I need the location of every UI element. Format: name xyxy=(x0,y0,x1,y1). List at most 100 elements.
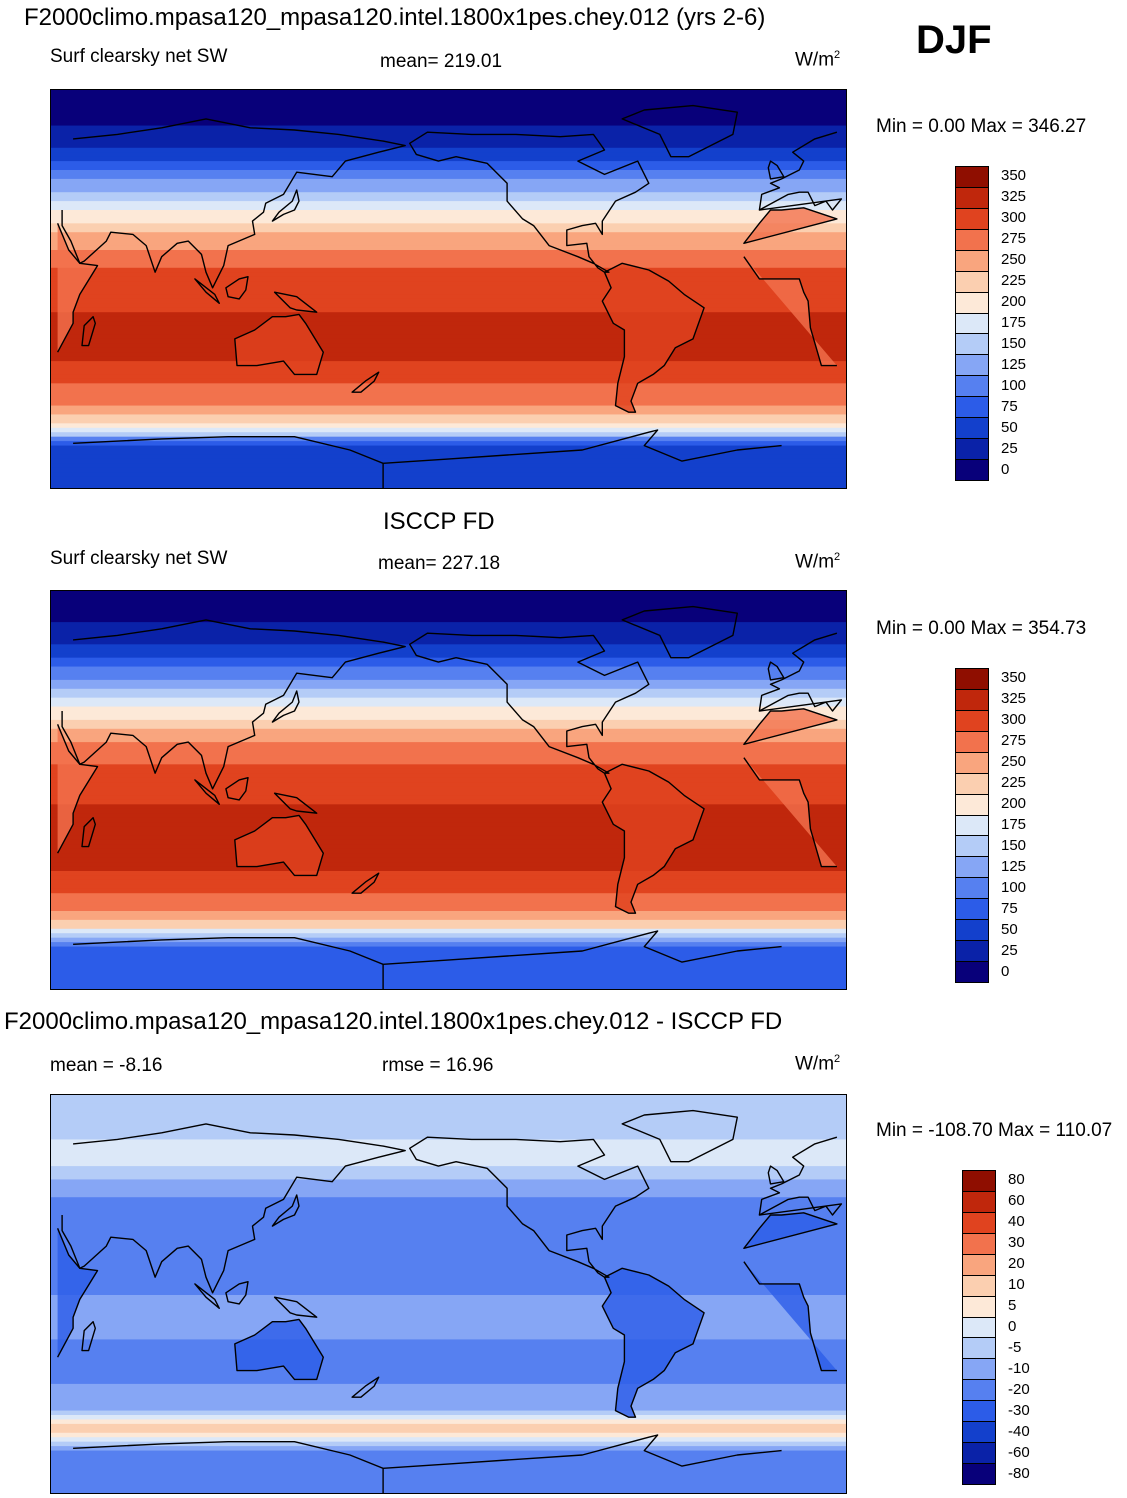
japan-coastline xyxy=(271,690,300,723)
field-band xyxy=(51,684,846,690)
samerica-coastline xyxy=(601,763,705,914)
field-band xyxy=(51,1419,846,1425)
field-band xyxy=(51,591,846,597)
colorbar-tick-label: 75 xyxy=(1001,397,1018,415)
field-band xyxy=(51,436,846,442)
colorbar-swatch xyxy=(955,898,989,921)
field-band xyxy=(51,1370,846,1376)
field-band xyxy=(51,1210,846,1216)
field-band xyxy=(51,165,846,171)
field-band xyxy=(51,1215,846,1221)
field-band xyxy=(51,1410,846,1416)
field-band xyxy=(51,968,846,974)
greenland-coastline xyxy=(621,1109,738,1163)
field-band xyxy=(51,121,846,127)
field-band xyxy=(51,875,846,881)
field-band xyxy=(51,1477,846,1483)
colorbar-tick-label: 225 xyxy=(1001,774,1027,792)
field-band xyxy=(51,768,846,774)
field-band xyxy=(51,174,846,180)
field-band xyxy=(51,928,846,934)
field-band xyxy=(51,94,846,100)
colorbar-swatch xyxy=(955,438,989,461)
japan-coastline xyxy=(271,1194,300,1227)
season-label: DJF xyxy=(916,18,992,62)
field-band xyxy=(51,1406,846,1412)
field-band xyxy=(51,1108,846,1114)
field-band xyxy=(51,1143,846,1149)
field-band xyxy=(51,143,846,149)
field-band xyxy=(51,1326,846,1332)
newguinea-coastline xyxy=(273,1296,318,1318)
field-band xyxy=(51,919,846,925)
field-band xyxy=(51,450,846,456)
field-band xyxy=(51,879,846,885)
field-band xyxy=(51,808,846,814)
field-band xyxy=(51,392,846,398)
samerica-land-fill xyxy=(602,263,705,413)
field-band xyxy=(51,804,846,810)
field-band xyxy=(51,272,846,278)
field-band xyxy=(51,250,846,256)
field-band xyxy=(51,791,846,797)
field-band xyxy=(51,973,846,979)
madagascar-coastline xyxy=(81,1321,96,1352)
borneo-coastline xyxy=(225,777,249,801)
field-band xyxy=(51,463,846,469)
field-band xyxy=(51,702,846,708)
panel2-mean: mean= 227.18 xyxy=(378,553,501,574)
sumatra-coastline xyxy=(194,278,220,304)
field-band xyxy=(51,897,846,903)
field-band xyxy=(51,1228,846,1234)
eurasia-coastline xyxy=(61,619,843,790)
field-band xyxy=(51,599,846,605)
field-band xyxy=(51,1263,846,1269)
africa-coastline xyxy=(56,708,838,868)
colorbar-tick-label: 300 xyxy=(1001,711,1027,729)
colorbar-tick-label: -40 xyxy=(1008,1422,1030,1440)
field-band xyxy=(51,1112,846,1118)
field-band xyxy=(51,1339,846,1345)
field-band xyxy=(51,1375,846,1381)
field-band xyxy=(51,374,846,380)
field-band xyxy=(51,170,846,176)
field-band xyxy=(51,423,846,429)
field-band xyxy=(51,1161,846,1167)
field-band xyxy=(51,1183,846,1189)
field-band xyxy=(51,485,846,488)
colorbar-swatch xyxy=(962,1170,996,1192)
field-band xyxy=(51,1277,846,1283)
japan-coastline xyxy=(271,189,300,222)
antarctica-coastline xyxy=(73,930,782,989)
uk-coastline xyxy=(767,1165,785,1185)
samerica-land-fill xyxy=(602,764,705,914)
field-band xyxy=(51,338,846,344)
field-band xyxy=(51,893,846,899)
borneo-coastline xyxy=(225,276,249,300)
field-band xyxy=(51,1437,846,1443)
panel1-map-svg xyxy=(51,90,846,488)
field-band xyxy=(51,378,846,384)
field-band xyxy=(51,608,846,614)
africa-coastline xyxy=(56,1212,838,1372)
field-band xyxy=(51,347,846,353)
colorbar-tick-label: 60 xyxy=(1008,1192,1025,1210)
field-band xyxy=(51,635,846,641)
field-band xyxy=(51,857,846,863)
field-band xyxy=(51,116,846,122)
field-band xyxy=(51,1272,846,1278)
colorbar-tick-label: 175 xyxy=(1001,314,1027,331)
field-band xyxy=(51,728,846,734)
field-band xyxy=(51,933,846,939)
field-band xyxy=(51,107,846,113)
field-band xyxy=(51,1259,846,1265)
field-band xyxy=(51,1179,846,1185)
nz-coastline xyxy=(351,872,380,894)
field-band xyxy=(51,924,846,930)
field-band xyxy=(51,639,846,645)
namerica-coastline xyxy=(409,1136,650,1278)
samerica-land-fill xyxy=(602,1268,705,1418)
panel3-colorbar: -80 -60 -40 -30 -20 -10 -5 0 5 10 20 30 40 60 80 xyxy=(962,1170,1052,1485)
colorbar-tick-label: -10 xyxy=(1008,1359,1030,1377)
field-band xyxy=(51,1450,846,1456)
